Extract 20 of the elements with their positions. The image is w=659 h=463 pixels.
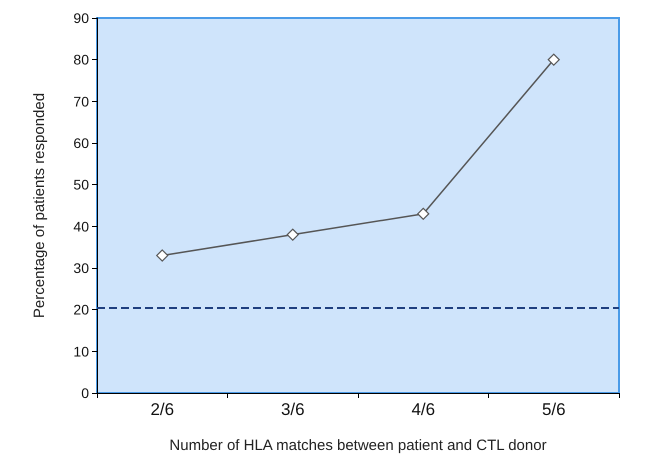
- y-tick-label: 0: [81, 385, 90, 401]
- y-tick-label: 60: [73, 135, 90, 151]
- y-tick-label: 30: [73, 260, 90, 276]
- y-tick-label: 50: [73, 176, 90, 193]
- point: [548, 54, 560, 66]
- y-tick-label: 90: [73, 10, 90, 26]
- x-tick-label: 4/6: [411, 400, 436, 419]
- point: [417, 208, 430, 220]
- x-axis-title: Number of HLA matches between patient and CTL donor: [169, 437, 547, 454]
- point: [286, 228, 299, 241]
- y-axis-title: Percentage of patients responded: [31, 92, 48, 318]
- y-tick-label: 40: [73, 218, 90, 234]
- point: [156, 249, 168, 262]
- x-tick-label: 2/6: [150, 400, 174, 419]
- y-tick-label: 10: [73, 343, 90, 360]
- x-tick-label: 5/6: [542, 400, 566, 419]
- y-tick-label: 80: [73, 52, 90, 68]
- y-tick-label: 20: [73, 302, 90, 318]
- y-tick-label: 70: [73, 93, 90, 110]
- x-tick-label: 3/6: [280, 400, 305, 419]
